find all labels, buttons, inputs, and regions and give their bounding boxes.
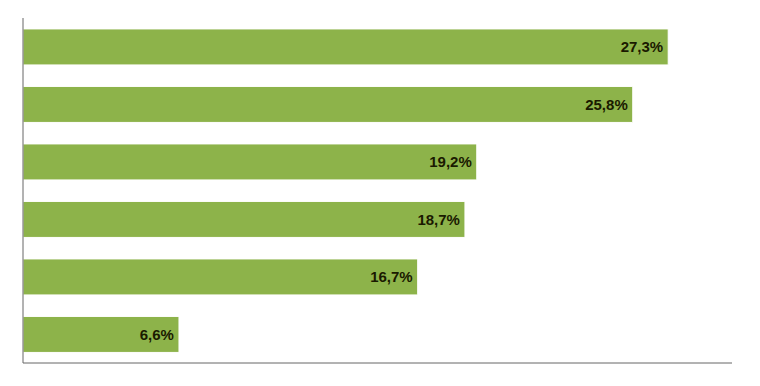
svg-text:27,3%: 27,3% (621, 38, 664, 55)
svg-text:16,7%: 16,7% (370, 268, 413, 285)
svg-text:19,2%: 19,2% (429, 153, 472, 170)
svg-text:18,7%: 18,7% (417, 211, 460, 228)
svg-text:6,6%: 6,6% (140, 326, 174, 343)
svg-text:25,8%: 25,8% (585, 96, 628, 113)
